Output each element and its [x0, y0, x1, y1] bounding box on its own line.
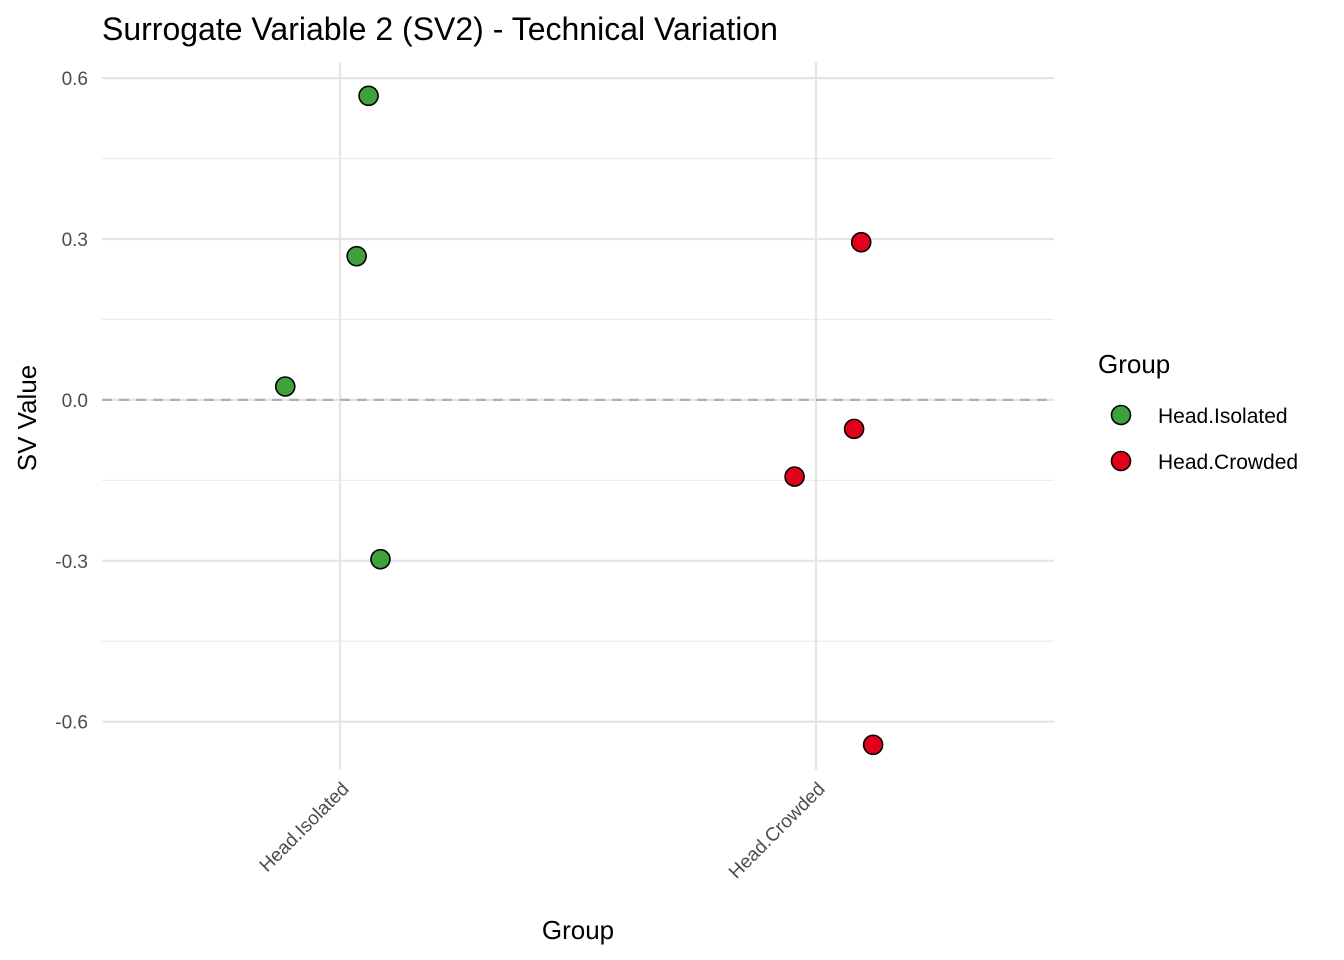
legend-key	[1110, 404, 1132, 426]
x-axis-tick-labels: Head.Isolated Head.Crowded	[256, 779, 830, 883]
data-point	[346, 245, 367, 267]
data-point	[370, 548, 391, 570]
y-tick-label: 0.3	[62, 230, 88, 251]
data-point	[784, 466, 805, 487]
data-point	[358, 85, 379, 107]
major-gridlines	[102, 62, 1054, 770]
legend-label: Head.Isolated	[1158, 405, 1288, 428]
legend-title: Group	[1098, 349, 1170, 379]
data-point	[843, 418, 865, 440]
y-tick-label: 0.6	[62, 69, 88, 90]
legend-key	[1110, 450, 1132, 472]
legend-label: Head.Crowded	[1158, 451, 1298, 474]
data-point	[850, 231, 872, 253]
minor-gridlines	[102, 157, 1054, 642]
x-axis-title: Group	[542, 915, 614, 945]
chart-title: Surrogate Variable 2 (SV2) - Technical V…	[102, 11, 778, 47]
data-point	[862, 734, 884, 756]
x-tick-label: Head.Crowded	[725, 779, 829, 883]
y-axis-tick-labels: 0.6 0.3 0.0 -0.3 -0.6	[55, 69, 88, 734]
data-point	[274, 376, 296, 397]
y-tick-label: 0.0	[62, 391, 88, 412]
y-tick-label: -0.6	[55, 713, 88, 734]
x-tick-label: Head.Isolated	[256, 779, 354, 877]
legend: Group Head.Isolated Head.Crowded	[1098, 349, 1298, 474]
y-axis-title: SV Value	[12, 365, 42, 471]
y-tick-label: -0.3	[55, 552, 88, 573]
legend-items: Head.Isolated Head.Crowded	[1110, 404, 1298, 474]
data-points	[274, 85, 884, 756]
